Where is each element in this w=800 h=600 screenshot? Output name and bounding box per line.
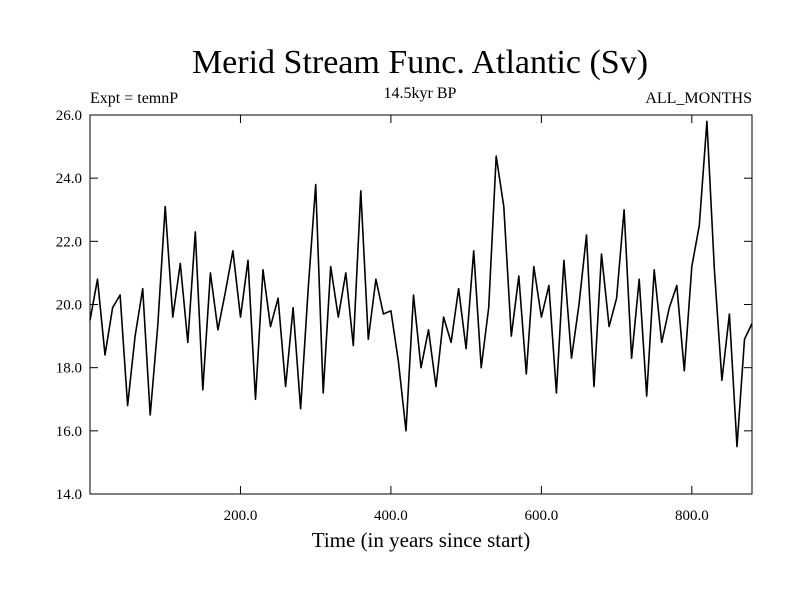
y-tick-label: 26.0 [56,108,82,124]
x-tick-label: 400.0 [374,508,408,524]
y-tick-labels: 14.0 16.0 18.0 20.0 22.0 24.0 26.0 [56,108,82,503]
y-tick-label: 24.0 [56,171,82,187]
x-tick-labels: 200.0 400.0 600.0 800.0 [224,508,709,524]
y-tick-label: 22.0 [56,234,82,250]
x-tick-label: 600.0 [524,508,558,524]
y-tick-label: 20.0 [56,298,82,314]
months-label: ALL_MONTHS [645,90,752,107]
chart-title: Merid Stream Func. Atlantic (Sv) [192,44,648,81]
experiment-label: Expt = temnP [90,90,178,107]
chart-subtitle: 14.5kyr BP [384,85,457,102]
y-tick-label: 16.0 [56,424,82,440]
x-tick-label: 200.0 [224,508,258,524]
x-axis-label: Time (in years since start) [312,528,531,552]
tick-marks [90,115,752,494]
y-tick-label: 14.0 [56,487,82,503]
x-tick-label: 800.0 [675,508,709,524]
series-line [89,120,753,448]
y-tick-label: 18.0 [56,361,82,377]
plot-frame [89,114,753,495]
